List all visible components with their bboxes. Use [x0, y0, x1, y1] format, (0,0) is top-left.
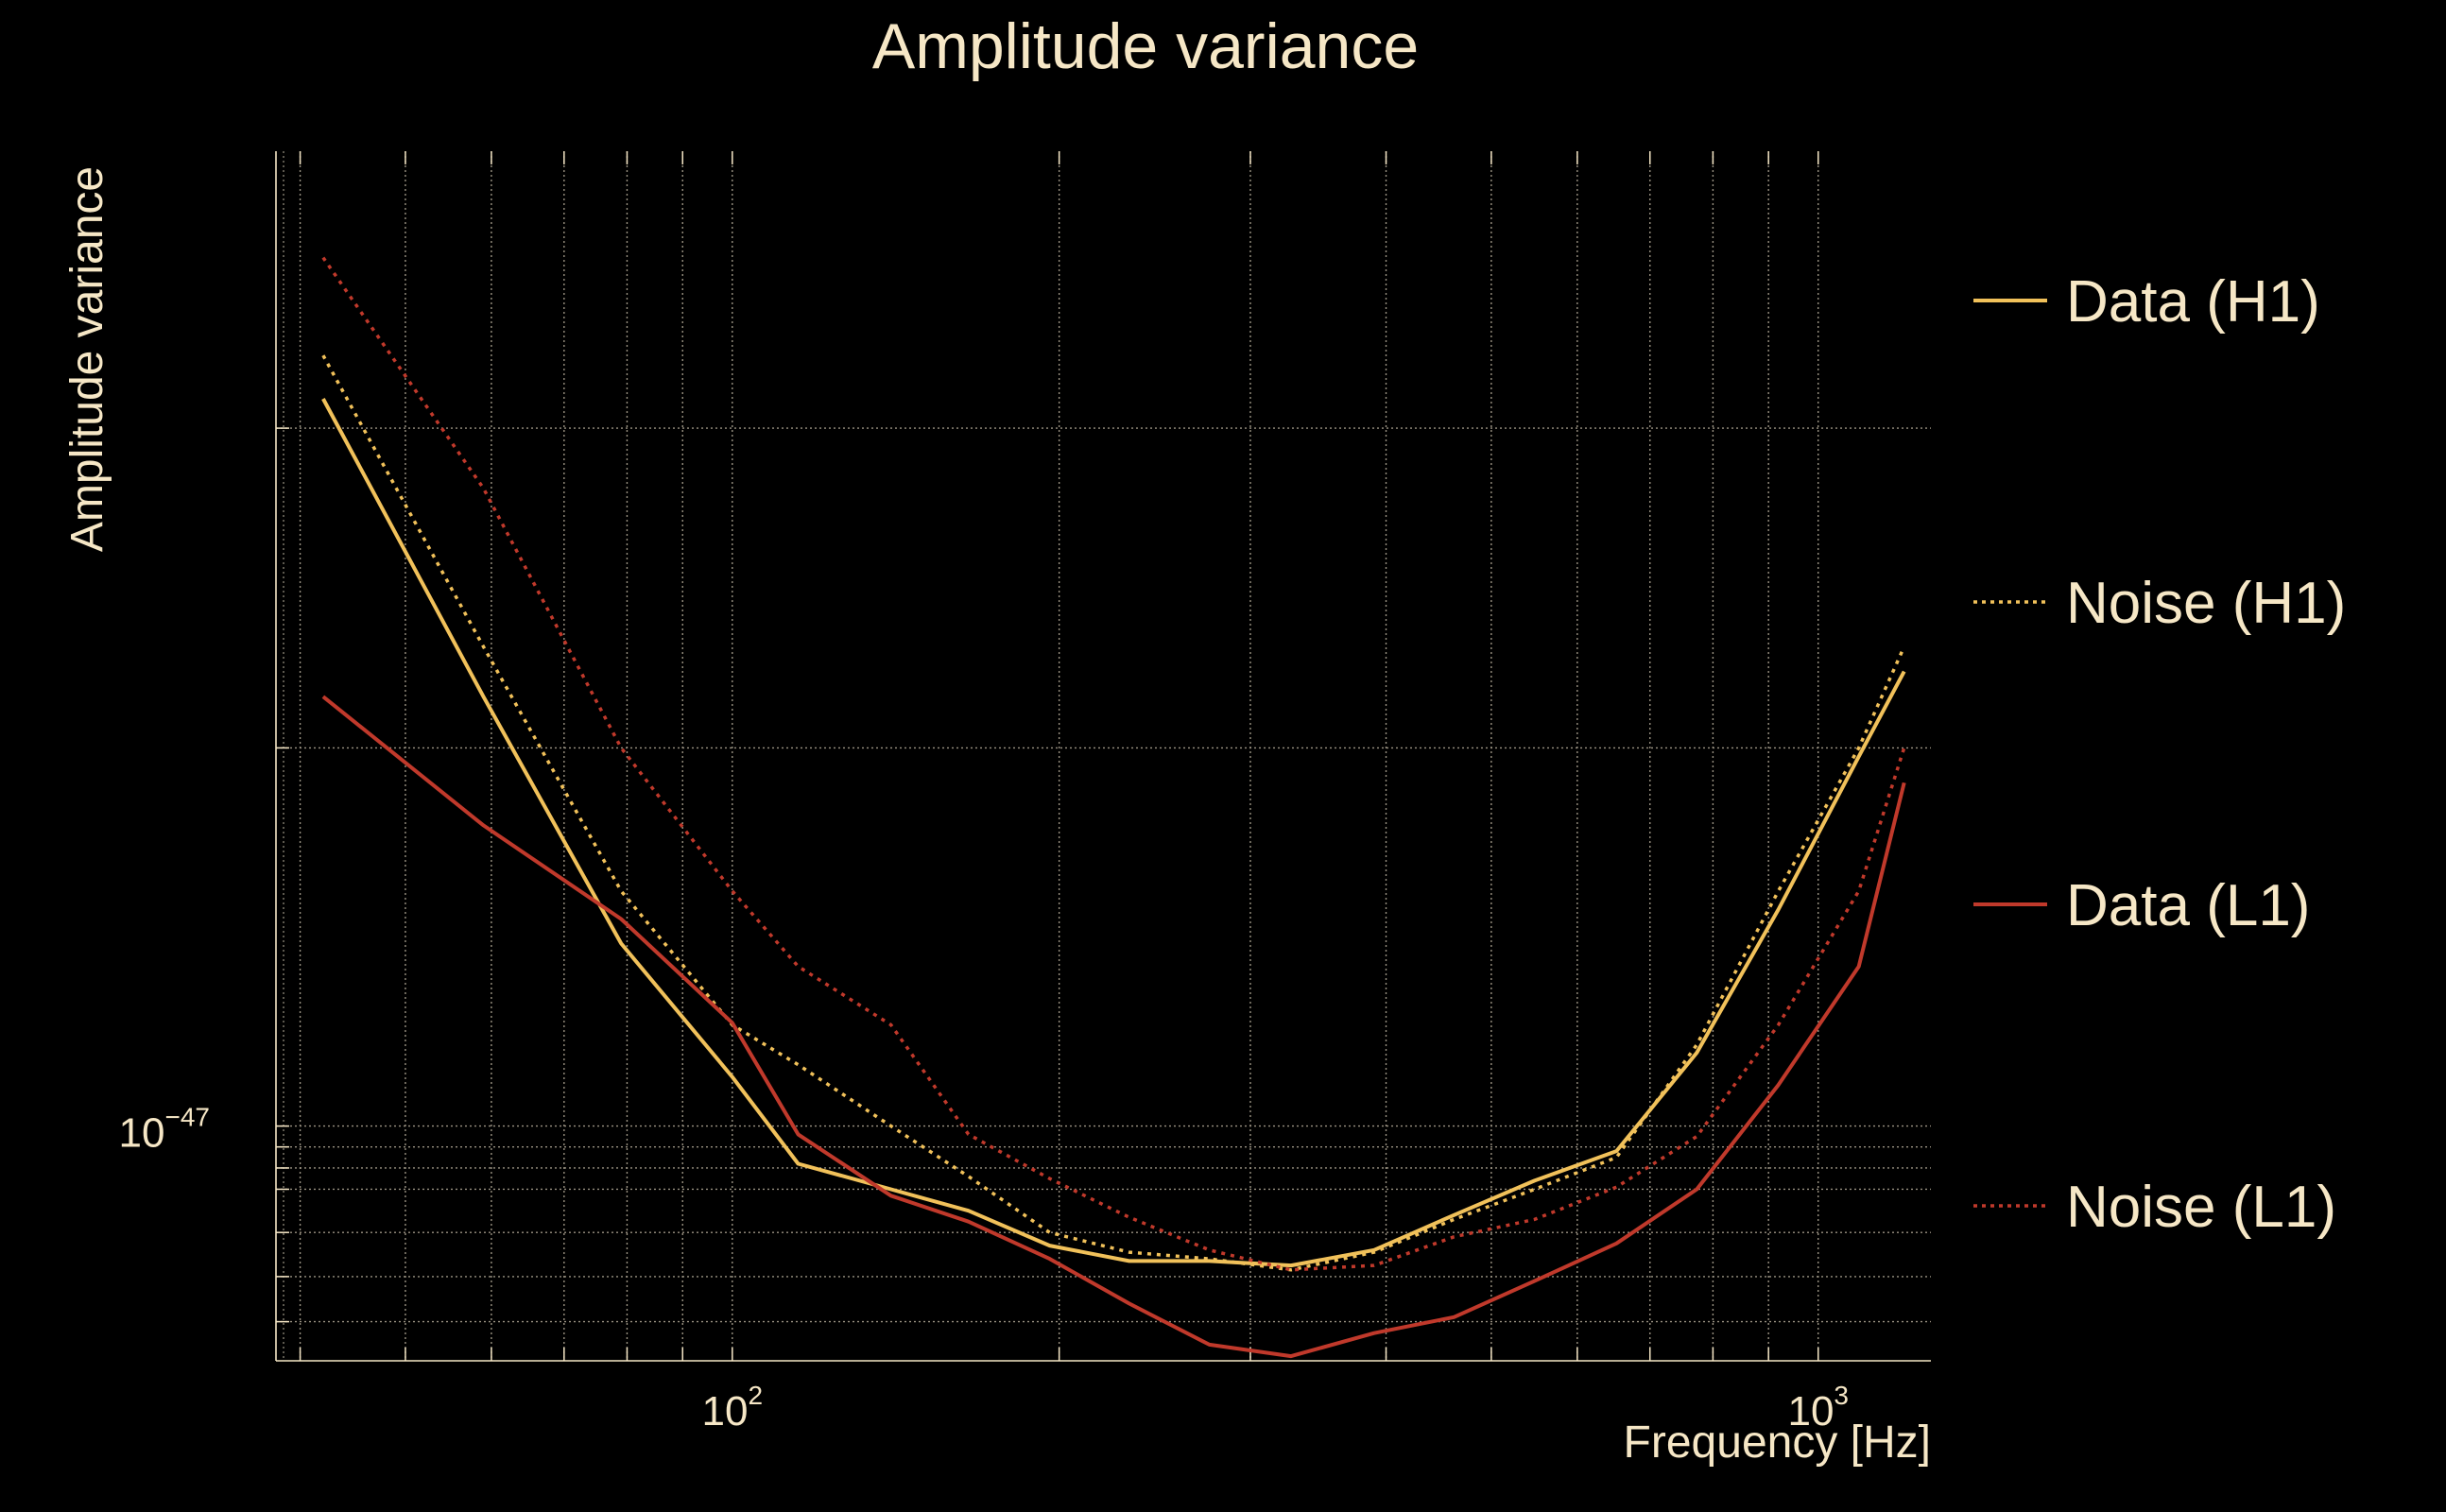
- x-tick-label-base: 10: [1787, 1388, 1834, 1435]
- y-tick-label-base: 10: [119, 1110, 165, 1157]
- y-tick-label: 10−47: [119, 1103, 210, 1157]
- grid-lines: [276, 151, 1931, 1361]
- y-tick-label-exponent: −47: [165, 1103, 211, 1132]
- x-tick-label-base: 10: [702, 1388, 749, 1435]
- chart-title: Amplitude variance: [872, 10, 1419, 82]
- legend-label-noise-h1: Noise (H1): [2066, 571, 2346, 636]
- x-tick-label-exponent: 3: [1834, 1381, 1849, 1410]
- legend: Data (H1) Noise (H1) Data (L1) Noise (L1): [1973, 269, 2346, 1240]
- series-line-data-h1: [321, 398, 1906, 1268]
- x-axis-label: Frequency [Hz]: [1624, 1418, 1931, 1468]
- x-tick-label-exponent: 2: [748, 1381, 763, 1410]
- series-lines: [321, 256, 1906, 1359]
- x-tick-label: 103: [1787, 1381, 1849, 1435]
- x-tick-label: 102: [702, 1381, 764, 1435]
- legend-label-noise-l1: Noise (L1): [2066, 1175, 2336, 1240]
- series-line-data-l1: [321, 695, 1906, 1359]
- y-axis-label: Amplitude variance: [62, 166, 112, 552]
- legend-label-data-l1: Data (L1): [2066, 873, 2310, 938]
- legend-label-data-h1: Data (H1): [2066, 269, 2320, 335]
